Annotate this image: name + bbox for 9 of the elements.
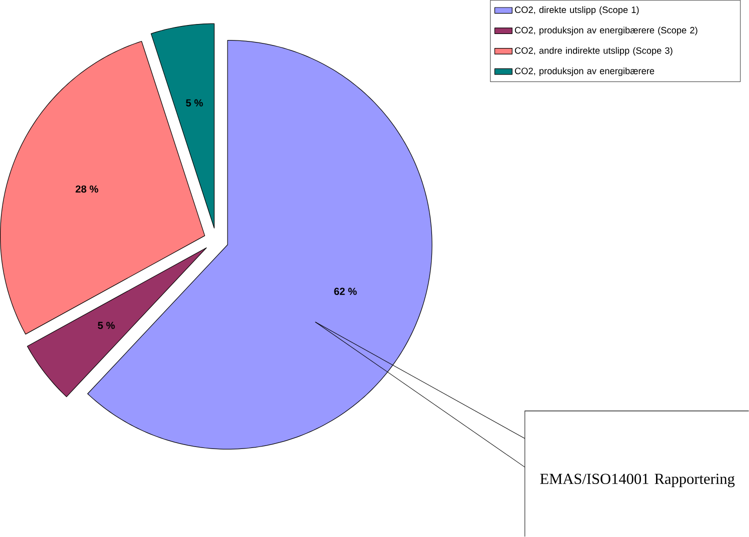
data-label: 5 %: [186, 99, 203, 107]
legend-label: CO2, produksjon av energibærere: [514, 68, 654, 76]
data-label: 62 %: [334, 288, 357, 296]
legend-label: CO2, direkte utslipp (Scope 1): [514, 6, 639, 15]
legend-label: CO2, andre indirekte utslipp (Scope 3): [514, 47, 672, 56]
data-label: 28 %: [76, 185, 98, 193]
text: EMAS/ISO14001 Rapportering: [540, 474, 735, 488]
legend-label: CO2, produksjon av energibærere (Scope 2): [514, 26, 698, 36]
data-label: 5 %: [98, 322, 115, 330]
